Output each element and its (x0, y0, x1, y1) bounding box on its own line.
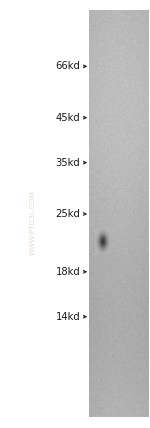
Text: 66kd: 66kd (55, 61, 80, 71)
Text: WWW.PTG3L.COM: WWW.PTG3L.COM (30, 190, 36, 255)
Text: 18kd: 18kd (56, 267, 80, 277)
Text: 45kd: 45kd (56, 113, 80, 123)
Text: 14kd: 14kd (56, 312, 80, 322)
Text: 25kd: 25kd (55, 209, 80, 219)
Text: 35kd: 35kd (56, 158, 80, 168)
